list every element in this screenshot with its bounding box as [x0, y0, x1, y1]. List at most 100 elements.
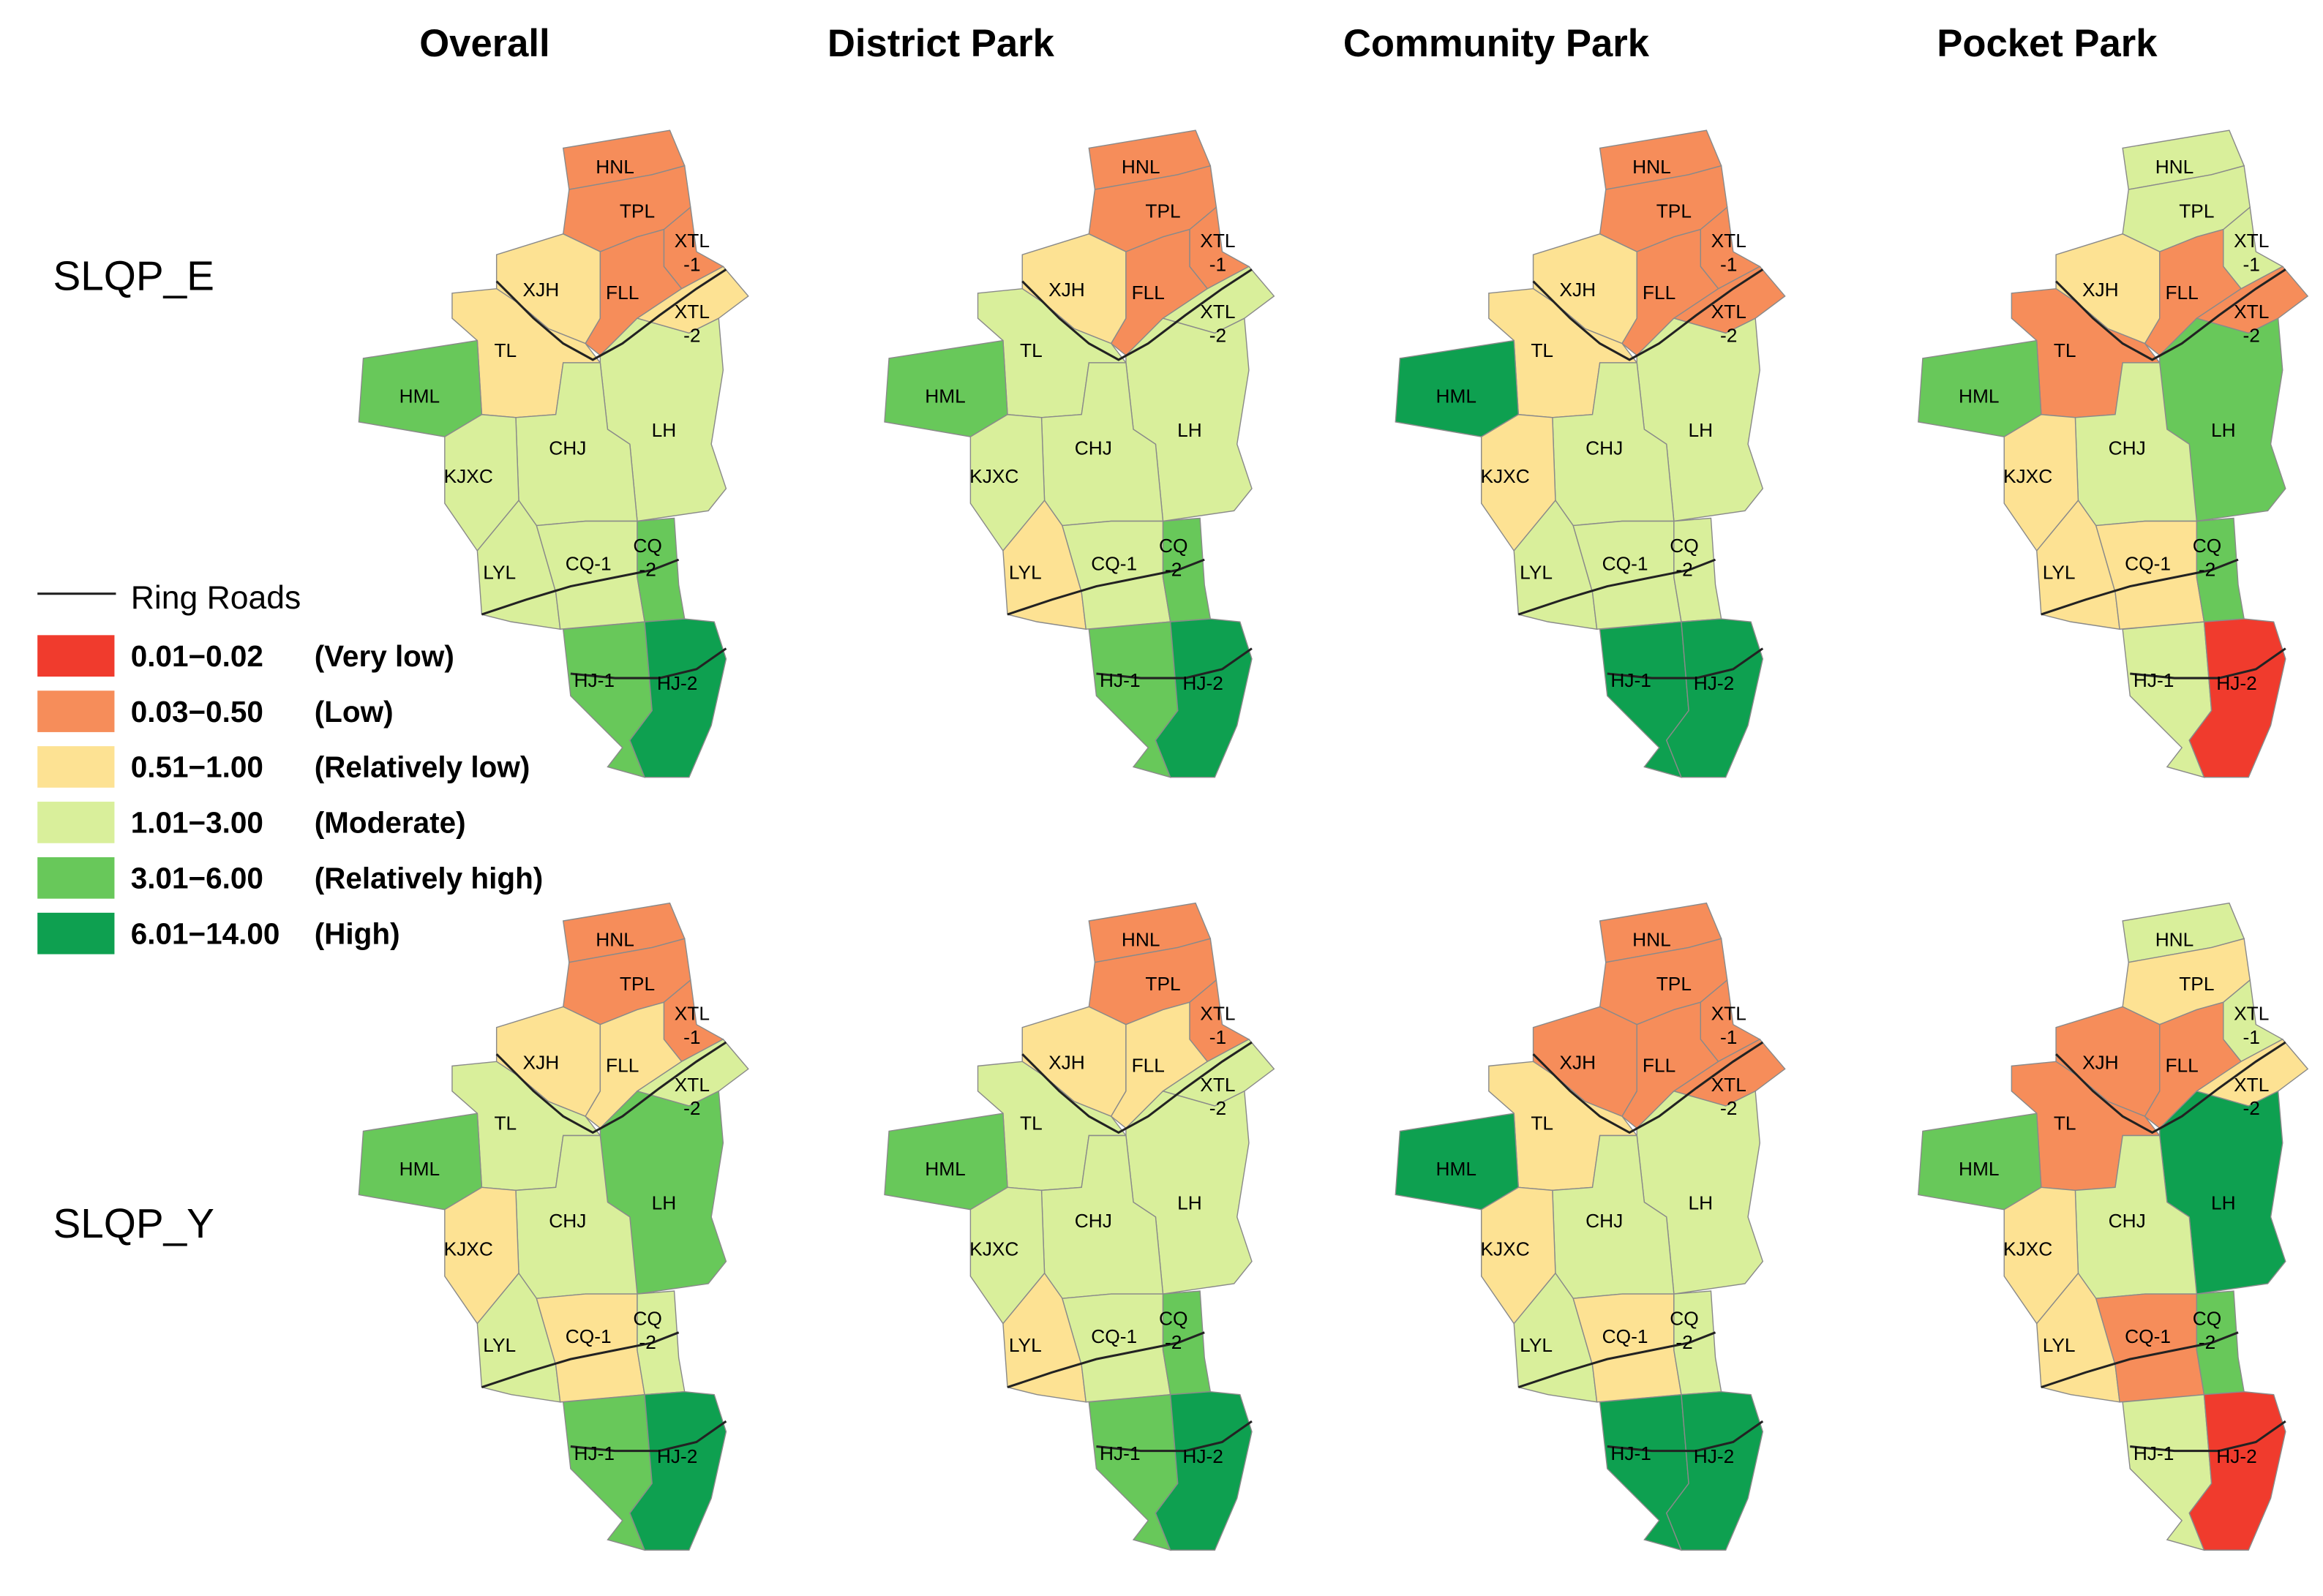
row-label: SLQP_E [53, 254, 214, 300]
district-label: HJ-1 [574, 669, 615, 691]
ring-road [1607, 1420, 1764, 1453]
district-label: -2 [683, 1097, 700, 1119]
district-label: CHJ [549, 437, 586, 459]
district-label: LYL [1009, 1334, 1042, 1356]
district-label: XTL [1711, 230, 1746, 252]
district-label: CQ [1159, 1308, 1187, 1330]
district-label: TL [1020, 1112, 1043, 1134]
district-label: HJ-2 [657, 1445, 698, 1467]
district-label: XTL [1200, 301, 1235, 323]
district-label: XJH [523, 279, 560, 301]
district-label: -2 [2243, 1097, 2260, 1119]
district-label: LYL [2043, 1334, 2076, 1356]
legend-swatch [37, 690, 115, 732]
district-label: CQ-1 [1602, 552, 1648, 574]
legend-swatch [37, 635, 115, 677]
district-label: TPL [2179, 973, 2214, 995]
legend-swatch [37, 802, 115, 843]
district-label: HJ-1 [1610, 1442, 1651, 1464]
district-label: TPL [1145, 200, 1180, 222]
district-label: CQ-1 [2125, 1325, 2171, 1347]
district-label: HJ-2 [1694, 1445, 1735, 1467]
legend-class: (Moderate) [315, 806, 466, 840]
district-label: CHJ [549, 1210, 586, 1232]
district-label: KJXC [2003, 1238, 2052, 1260]
ring-road [1096, 647, 1253, 680]
legend-range: 3.01−6.00 [131, 861, 263, 895]
district-label: TL [1020, 339, 1043, 361]
district-label: XTL [675, 230, 710, 252]
district-label: HNL [1632, 928, 1671, 950]
legend-range: 0.01−0.02 [131, 639, 263, 673]
legend-range: 0.51−1.00 [131, 750, 263, 784]
district-label: XTL [2234, 301, 2269, 323]
column-title: District Park [828, 22, 1055, 65]
district-label: CQ [2193, 535, 2221, 557]
district-label: CHJ [1075, 1210, 1112, 1232]
ring-road [1532, 1041, 1764, 1134]
district-label: TL [2054, 339, 2076, 361]
district-label: -1 [1720, 1026, 1737, 1048]
district-label: LYL [1009, 561, 1042, 583]
district-label: -1 [683, 1026, 700, 1048]
district-label: CQ-1 [1091, 1325, 1137, 1347]
district [2188, 1390, 2286, 1551]
ring-road [495, 268, 727, 361]
district-label: XJH [1048, 279, 1085, 301]
district-label: CHJ [1585, 1210, 1623, 1232]
district-label: -2 [1675, 558, 1692, 580]
district-label: TL [1531, 339, 1553, 361]
district-label: CQ [1159, 535, 1187, 557]
row-label: SLQP_Y [53, 1201, 214, 1247]
district-label: -1 [2243, 253, 2260, 275]
legend-class: (Relatively high) [315, 861, 544, 895]
district-label: CQ-1 [566, 1325, 612, 1347]
district [2188, 618, 2286, 778]
district-label: HNL [1122, 156, 1160, 178]
ring-road [495, 1041, 727, 1134]
district-label: CQ [1670, 535, 1698, 557]
district-label: LH [652, 1192, 677, 1214]
district-label: LYL [483, 1334, 516, 1356]
district-label: HML [1959, 385, 2000, 407]
district-label: CQ [633, 535, 661, 557]
ring-road [1532, 268, 1764, 361]
district-label: -2 [2199, 1331, 2215, 1353]
district-label: FLL [1132, 1054, 1165, 1076]
district-label: XTL [1200, 1074, 1235, 1096]
district-label: KJXC [2003, 465, 2052, 487]
district-label: LH [2211, 419, 2236, 441]
district-label: LYL [483, 561, 516, 583]
district-label: FLL [1643, 1054, 1675, 1076]
district-label: FLL [2165, 282, 2198, 304]
district-label: XTL [675, 301, 710, 323]
district-label: HJ-1 [1100, 669, 1141, 691]
district-label: LYL [2043, 561, 2076, 583]
district-label: TPL [620, 973, 655, 995]
district-label: -2 [2199, 558, 2215, 580]
legend-swatch [37, 857, 115, 899]
district-label: CQ [633, 1308, 661, 1330]
district-label: HML [1959, 1158, 2000, 1180]
district-label: -1 [1209, 253, 1226, 275]
district-label: XJH [2082, 1051, 2119, 1073]
district-label: TPL [1656, 200, 1692, 222]
district-label: HJ-2 [1182, 672, 1223, 694]
district-label: CQ [1670, 1308, 1698, 1330]
district-label: -1 [1209, 1026, 1226, 1048]
district-label: -2 [1209, 325, 1226, 347]
district [1155, 1390, 1253, 1551]
district-label: XTL [675, 1003, 710, 1025]
ring-road [481, 1331, 680, 1389]
district-label: -2 [1165, 558, 1182, 580]
district-label: XTL [2234, 1074, 2269, 1096]
district-label: LH [2211, 1192, 2236, 1214]
district-label: LH [1688, 419, 1713, 441]
district-label: HJ-2 [1182, 1445, 1223, 1467]
district-label: FLL [606, 282, 639, 304]
district-label: -1 [1720, 253, 1737, 275]
district [629, 1390, 727, 1551]
